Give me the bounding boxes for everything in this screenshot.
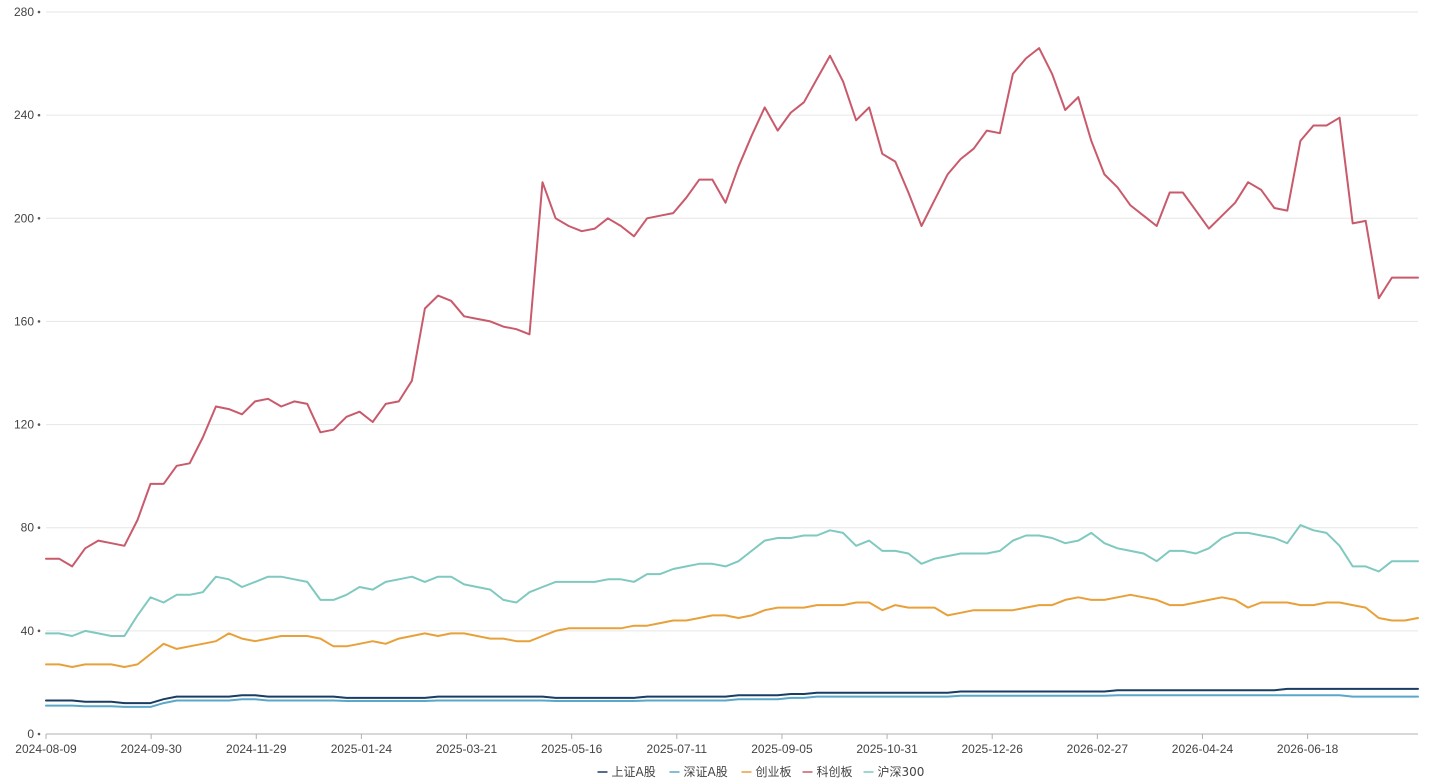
x-tick-label: 2024-08-09 — [15, 742, 77, 756]
x-tick-label: 2025-07-11 — [647, 742, 708, 756]
y-tick-label: 0 — [27, 727, 34, 741]
legend-label: 创业板 — [756, 765, 792, 779]
y-tick-dot — [37, 216, 41, 220]
series-layer — [45, 47, 1419, 708]
x-tick-label: 2025-10-31 — [856, 742, 918, 756]
series-line-创业板 — [45, 593, 1419, 668]
series-line-深证A股 — [45, 694, 1419, 708]
x-axis: 2024-08-09 2024-09-30 2024-11-29 2025-01-24… — [15, 733, 1418, 756]
y-axis: 0 40 80 120 160 200 240 280 — [14, 5, 41, 741]
legend: 上证A股 深证A股 创业板 科创板 沪深300 — [597, 765, 925, 779]
series-line-上证A股 — [45, 687, 1419, 705]
legend-label: 上证A股 — [612, 765, 656, 779]
x-tick-label: 2026-06-18 — [1277, 742, 1339, 756]
y-tick-label: 40 — [21, 624, 35, 638]
y-tick-label: 160 — [14, 314, 34, 328]
legend-label: 沪深300 — [878, 765, 925, 779]
y-tick-label: 200 — [14, 211, 34, 225]
x-tick-label: 2025-03-21 — [436, 742, 498, 756]
legend-item[interactable]: 深证A股 — [669, 765, 728, 779]
y-tick-label: 80 — [21, 521, 35, 535]
legend-item[interactable]: 创业板 — [741, 765, 792, 779]
y-tick-dot — [37, 732, 41, 736]
x-tick-label: 2025-12-26 — [962, 742, 1024, 756]
grid-lines — [46, 11, 1418, 632]
series-line-沪深300 — [45, 524, 1419, 637]
legend-label: 科创板 — [817, 765, 853, 779]
legend-item[interactable]: 上证A股 — [597, 765, 656, 779]
y-tick-dot — [37, 320, 41, 323]
series-line-科创板 — [45, 47, 1419, 568]
x-tick-label: 2024-09-30 — [120, 742, 182, 756]
y-tick-label: 240 — [14, 108, 34, 122]
y-tick-dot — [37, 10, 41, 14]
y-tick-label: 280 — [14, 5, 34, 19]
x-tick-label: 2024-11-29 — [226, 742, 287, 756]
x-tick-label: 2025-01-24 — [331, 742, 393, 756]
legend-label: 深证A股 — [684, 765, 728, 779]
y-tick-dot — [37, 113, 41, 117]
legend-item[interactable]: 沪深300 — [863, 765, 925, 779]
x-tick-label: 2025-09-05 — [751, 742, 813, 756]
y-tick-dot — [37, 629, 41, 633]
legend-item[interactable]: 科创板 — [802, 765, 853, 779]
x-tick-label: 2025-05-16 — [541, 742, 603, 756]
y-tick-dot — [37, 526, 41, 530]
y-tick-dot — [37, 423, 41, 426]
x-tick-label: 2026-04-24 — [1172, 742, 1234, 756]
y-tick-label: 120 — [14, 418, 34, 432]
x-tick-label: 2026-02-27 — [1067, 742, 1129, 756]
